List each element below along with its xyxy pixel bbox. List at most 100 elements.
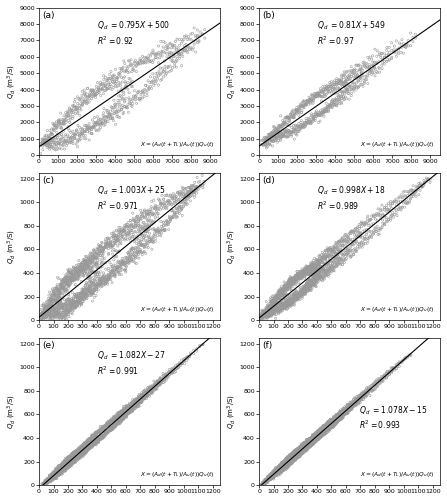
Point: [80, 442, 88, 450]
Point: [325, 268, 332, 276]
Point: [261, 310, 268, 318]
Point: [132, 399, 139, 407]
Point: [145, 226, 152, 234]
Point: [261, 310, 269, 318]
Point: [74, 293, 81, 301]
Point: [287, 453, 294, 461]
Point: [316, 260, 323, 268]
Point: [173, 212, 180, 220]
Point: [45, 306, 52, 314]
Point: [313, 435, 320, 443]
Point: [85, 263, 93, 271]
Point: [48, 292, 55, 300]
Point: [64, 461, 71, 469]
Point: [148, 383, 155, 391]
Point: [176, 202, 183, 210]
Point: [271, 301, 278, 309]
Point: [292, 446, 299, 454]
Point: [319, 108, 326, 116]
Point: [136, 96, 143, 104]
Point: [356, 240, 363, 248]
Point: [290, 276, 297, 284]
Point: [263, 476, 270, 484]
Point: [194, 184, 201, 192]
Point: [75, 266, 82, 274]
Point: [76, 446, 83, 454]
Point: [307, 438, 314, 446]
Point: [391, 210, 398, 218]
Point: [275, 464, 283, 472]
Point: [143, 392, 150, 400]
Point: [194, 38, 202, 46]
Point: [292, 454, 299, 462]
Point: [100, 282, 107, 290]
Point: [295, 454, 302, 462]
Point: [261, 478, 268, 486]
Point: [55, 467, 63, 475]
Point: [329, 246, 336, 254]
Point: [77, 102, 84, 110]
Point: [155, 58, 162, 66]
Point: [178, 62, 185, 70]
Point: [43, 305, 51, 313]
Point: [316, 268, 324, 276]
Point: [304, 266, 312, 274]
Point: [122, 408, 129, 416]
Point: [105, 114, 112, 122]
Point: [339, 414, 346, 422]
Point: [316, 258, 323, 266]
Point: [350, 84, 357, 92]
Point: [152, 202, 159, 209]
Point: [86, 445, 93, 453]
Point: [114, 420, 122, 428]
Point: [43, 141, 50, 149]
Point: [316, 272, 324, 280]
Point: [292, 286, 299, 294]
Point: [86, 442, 93, 450]
Point: [278, 468, 285, 476]
Point: [57, 464, 64, 472]
Point: [265, 474, 272, 482]
Point: [47, 310, 55, 318]
Point: [404, 188, 411, 196]
Point: [295, 276, 302, 284]
Point: [276, 130, 283, 138]
Y-axis label: $Q_d\ \mathrm{(m^3/S)}$: $Q_d\ \mathrm{(m^3/S)}$: [226, 229, 238, 264]
Point: [63, 280, 70, 288]
Text: $\mathit{R}^2 = 0.989$: $\mathit{R}^2 = 0.989$: [317, 199, 359, 211]
Point: [293, 452, 300, 460]
Point: [302, 284, 309, 292]
Point: [271, 466, 278, 474]
Point: [293, 272, 300, 280]
Point: [350, 66, 357, 74]
Point: [298, 272, 305, 280]
Point: [179, 184, 186, 192]
Point: [343, 68, 350, 76]
Point: [362, 60, 369, 68]
Point: [301, 268, 308, 276]
Point: [280, 303, 287, 311]
Point: [289, 450, 296, 458]
Point: [268, 472, 275, 480]
Point: [93, 272, 100, 280]
Point: [56, 296, 63, 304]
Point: [391, 198, 398, 205]
Point: [376, 380, 384, 388]
Point: [121, 73, 128, 81]
Point: [179, 194, 186, 202]
Point: [80, 295, 88, 303]
Point: [285, 455, 292, 463]
Point: [41, 480, 48, 488]
Point: [42, 138, 49, 146]
Point: [57, 316, 64, 324]
Point: [378, 374, 385, 382]
Point: [102, 273, 110, 281]
Point: [54, 298, 61, 306]
Point: [155, 382, 162, 390]
Point: [152, 54, 159, 62]
Point: [161, 57, 168, 65]
Point: [309, 440, 316, 448]
Point: [46, 298, 54, 306]
Point: [186, 192, 194, 200]
Point: [133, 91, 140, 99]
